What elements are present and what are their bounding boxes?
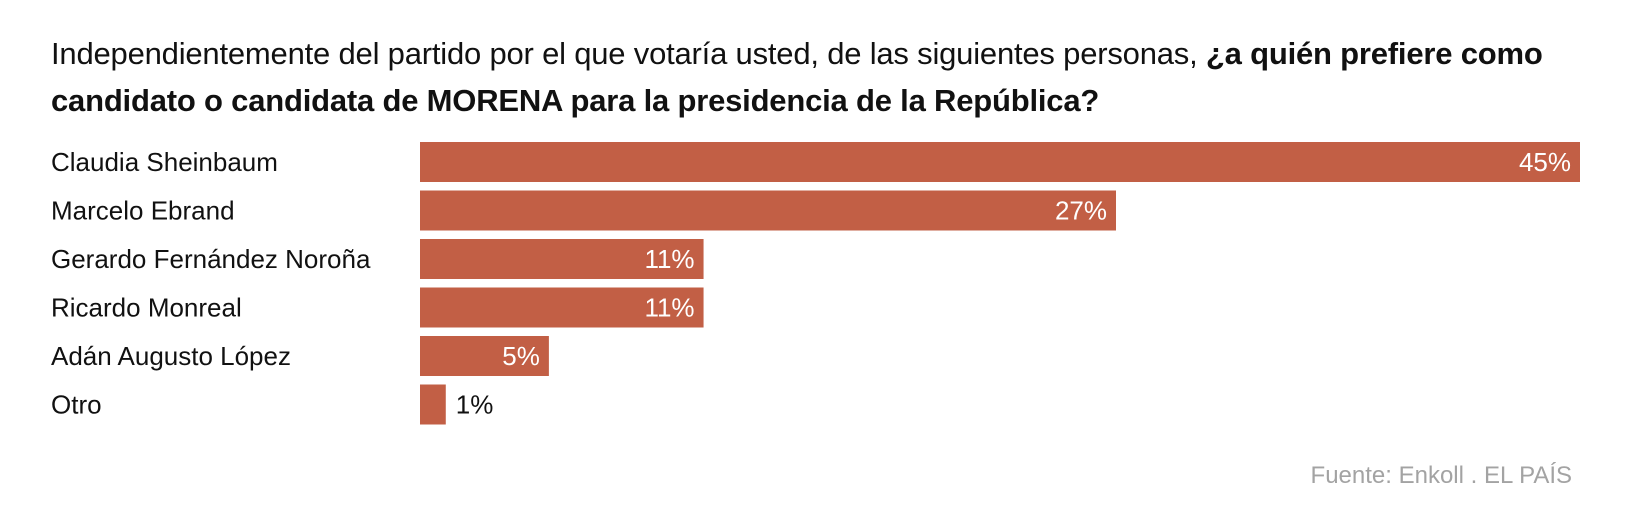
category-label: Marcelo Ebrand [51, 196, 235, 226]
category-label: Otro [51, 390, 102, 420]
bar [420, 384, 446, 425]
bar [420, 239, 704, 279]
bar [420, 336, 549, 376]
category-label: Ricardo Monreal [51, 293, 242, 323]
bar [420, 190, 1116, 231]
title-bold: ¿a quién prefiere como candidato o candi… [51, 36, 1543, 118]
value-label: 11% [644, 293, 694, 323]
bar [420, 142, 1580, 182]
chart-title: Independientemente del partido por el qu… [51, 30, 1611, 124]
value-label: 27% [1055, 196, 1107, 226]
category-label: Adán Augusto López [51, 341, 291, 371]
value-label: 5% [502, 341, 540, 371]
bar-chart: Claudia Sheinbaum 45% Marcelo Ebrand 27% Ger… [51, 142, 1580, 425]
category-label: Gerardo Fernández Noroña [51, 244, 371, 274]
value-label: 45% [1519, 147, 1571, 177]
bar [420, 287, 704, 328]
category-label: Claudia Sheinbaum [51, 147, 278, 177]
source-credit: Fuente: Enkoll . EL PAÍS [1310, 462, 1572, 489]
value-label: 11% [644, 244, 694, 274]
title-regular: Independientemente del partido por el qu… [51, 36, 1206, 71]
value-label: 1% [456, 390, 494, 420]
